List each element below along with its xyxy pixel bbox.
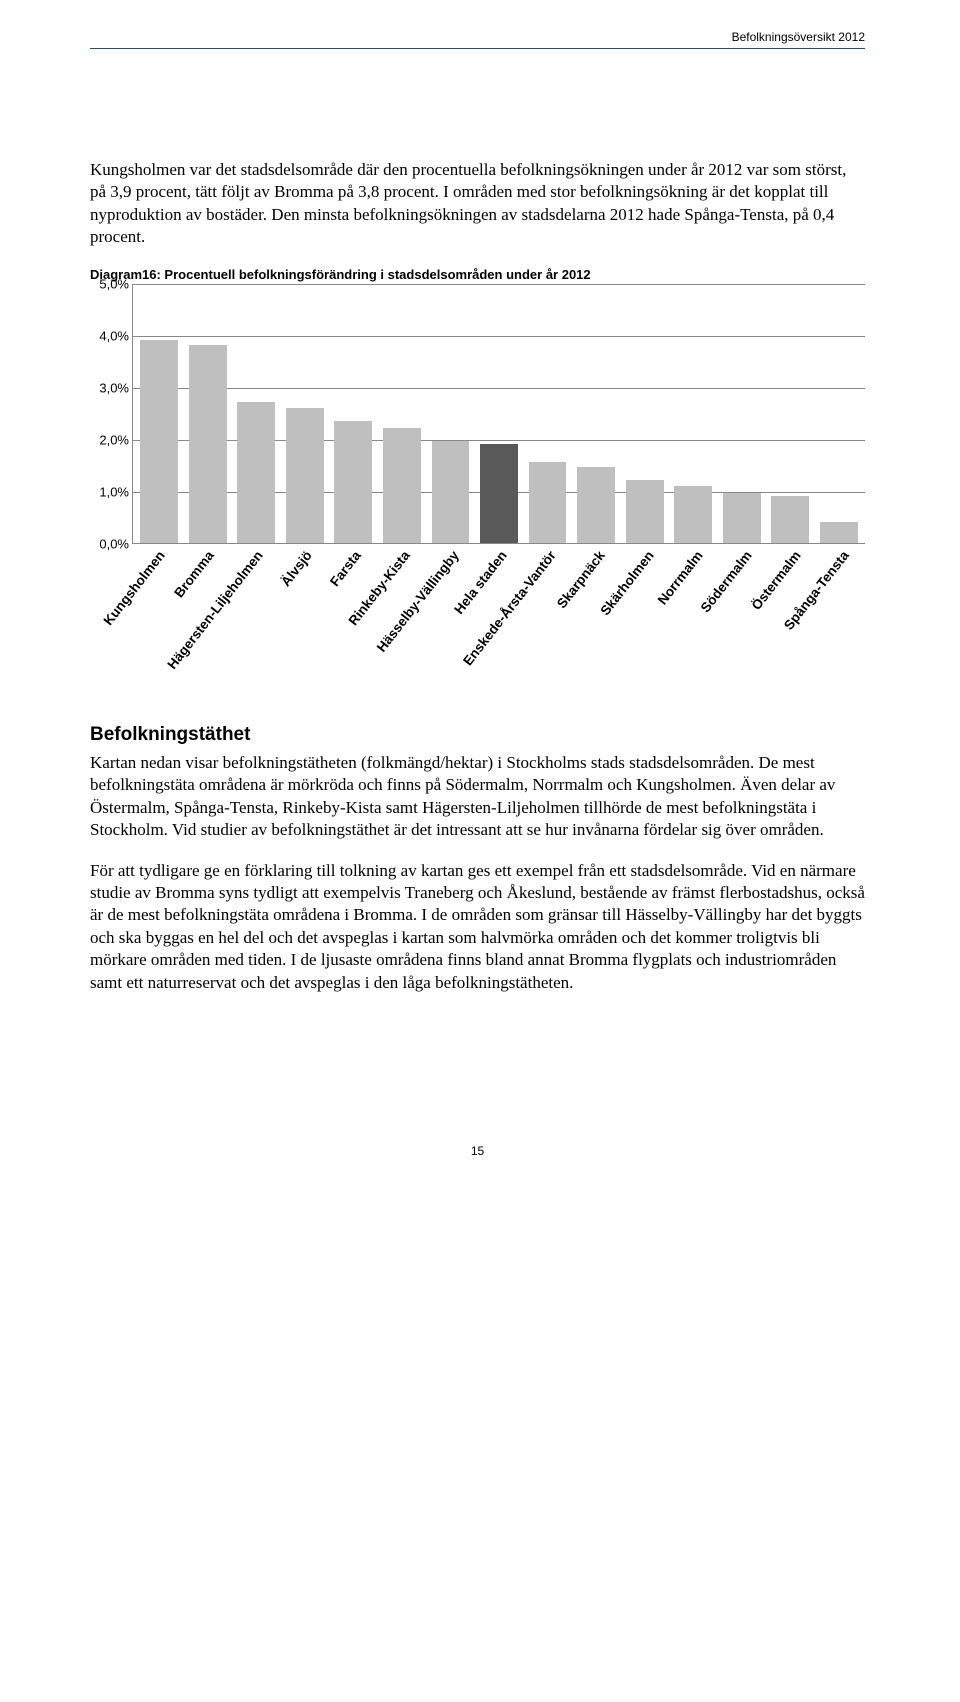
chart-x-axis: KungsholmenBrommaHägersten-LiljeholmenÄl… <box>132 544 865 684</box>
chart-bar <box>432 441 470 542</box>
chart-bar <box>820 522 858 543</box>
chart-plot-area: 0,0%1,0%2,0%3,0%4,0%5,0% <box>132 284 865 544</box>
chart-bars-row <box>133 284 865 543</box>
section-paragraph-1: Kartan nedan visar befolkningstätheten (… <box>90 752 865 842</box>
chart-bar <box>237 402 275 542</box>
chart-bar-slot <box>135 340 184 543</box>
chart-bar <box>529 462 567 543</box>
chart-bar-slot <box>572 467 621 542</box>
chart-bar <box>723 493 761 542</box>
intro-paragraph: Kungsholmen var det stadsdelsområde där … <box>90 159 865 249</box>
chart-x-label-slot: Spånga-Tensta <box>816 544 865 684</box>
chart-bar-slot <box>669 486 718 543</box>
chart-x-label: Älvsjö <box>278 548 315 589</box>
bar-chart: 0,0%1,0%2,0%3,0%4,0%5,0% KungsholmenBrom… <box>90 284 865 684</box>
chart-x-label-slot: Norrmalm <box>669 544 718 684</box>
chart-bar-slot <box>814 522 863 543</box>
chart-bar <box>383 428 421 542</box>
chart-bar <box>140 340 178 543</box>
chart-x-label-slot: Hägersten-Liljeholmen <box>230 544 279 684</box>
chart-x-label-slot: Skarpnäck <box>572 544 621 684</box>
chart-x-label: Farsta <box>327 548 364 589</box>
chart-bar-slot <box>523 462 572 543</box>
chart-bar <box>189 345 227 543</box>
chart-bar-slot <box>620 480 669 542</box>
chart-y-tick-label: 5,0% <box>91 276 129 291</box>
section-paragraph-2: För att tydligare ge en förklaring till … <box>90 860 865 995</box>
chart-x-label: Kungsholmen <box>101 548 168 628</box>
chart-y-tick-label: 3,0% <box>91 380 129 395</box>
chart-title: Diagram16: Procentuell befolkningsföränd… <box>90 267 865 282</box>
chart-bar-slot <box>232 402 281 542</box>
chart-bar-slot <box>329 421 378 543</box>
chart-bar-slot <box>766 496 815 543</box>
chart-bar-slot <box>426 441 475 542</box>
chart-y-tick-label: 2,0% <box>91 432 129 447</box>
chart-x-label-slot: Södermalm <box>718 544 767 684</box>
chart-bar <box>286 408 324 543</box>
chart-x-label-slot: Skärholmen <box>621 544 670 684</box>
chart-bar-slot <box>475 444 524 543</box>
chart-y-tick-label: 0,0% <box>91 536 129 551</box>
chart-bar <box>480 444 518 543</box>
chart-x-label-slot: Enskede-Årsta-Vantör <box>523 544 572 684</box>
chart-bar <box>626 480 664 542</box>
page-number: 15 <box>90 1144 865 1158</box>
chart-bar-slot <box>717 493 766 542</box>
chart-bar-slot <box>281 408 330 543</box>
chart-y-tick-label: 4,0% <box>91 328 129 343</box>
chart-bar-slot <box>378 428 427 542</box>
doc-header-right: Befolkningsöversikt 2012 <box>90 30 865 44</box>
chart-bar <box>674 486 712 543</box>
chart-bar <box>577 467 615 542</box>
chart-bar-slot <box>184 345 233 543</box>
chart-x-label-slot: Älvsjö <box>279 544 328 684</box>
chart-y-tick-label: 1,0% <box>91 484 129 499</box>
section-heading: Befolkningstäthet <box>90 724 865 746</box>
chart-bar <box>334 421 372 543</box>
chart-bar <box>771 496 809 543</box>
